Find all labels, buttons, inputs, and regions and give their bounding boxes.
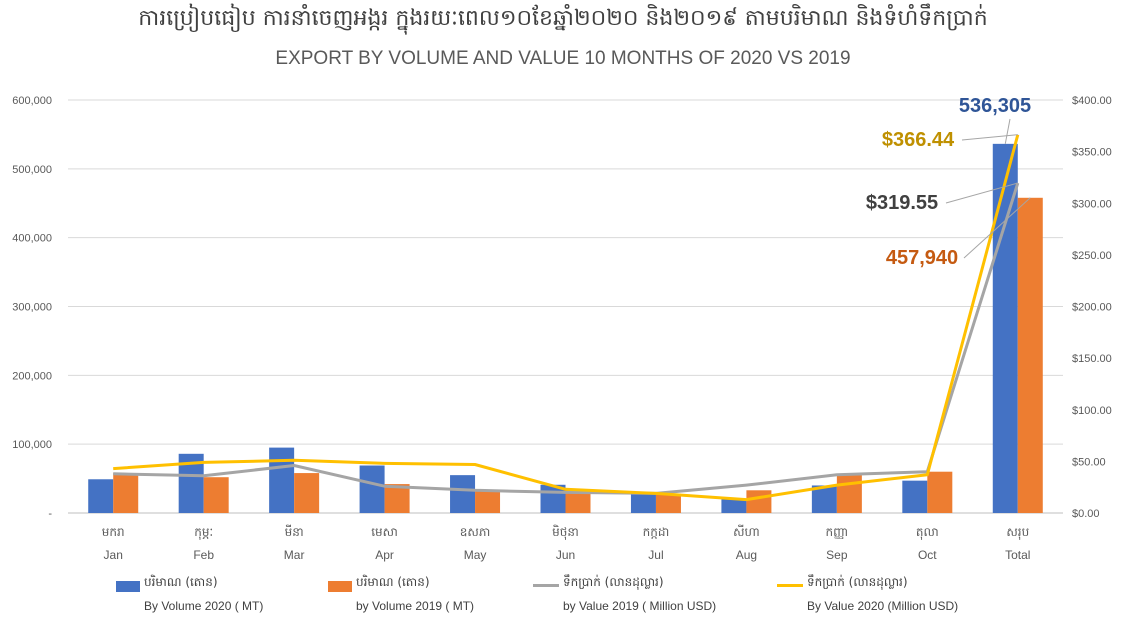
legend-swatch-volume-2019 bbox=[328, 581, 352, 592]
callout-total-volume-2019: 457,940 bbox=[886, 247, 958, 269]
x-tick-label: Mar bbox=[284, 548, 305, 562]
bar-volume-2020 bbox=[721, 499, 747, 513]
x-tick-label-khmer: កញ្ញា bbox=[826, 525, 849, 539]
y-right-tick-label: $150.00 bbox=[1072, 353, 1112, 365]
y-left-tick-label: 600,000 bbox=[12, 95, 52, 107]
x-tick-label-khmer: សរុប bbox=[1006, 525, 1029, 540]
x-tick-label-khmer: មេសា bbox=[371, 525, 398, 539]
y-right-tick-label: $200.00 bbox=[1072, 302, 1112, 314]
x-tick-label: Apr bbox=[375, 548, 394, 562]
y-right-tick-label: $250.00 bbox=[1072, 250, 1112, 262]
callout-leader-line bbox=[961, 134, 1018, 141]
callout-leader-line bbox=[963, 197, 1031, 259]
legend-swatch-volume-2020 bbox=[116, 581, 140, 592]
y-right-tick-label: $100.00 bbox=[1072, 405, 1112, 417]
line-value-2019 bbox=[113, 182, 1020, 495]
legend-label-km-volume-2019: បរិមាណ (តោន) bbox=[356, 575, 430, 589]
x-tick-label: Sep bbox=[826, 548, 848, 562]
y-left-tick-label: 100,000 bbox=[12, 439, 52, 451]
bar-volume-2019 bbox=[655, 493, 681, 513]
bar-volume-2019 bbox=[1017, 197, 1043, 513]
y-right-tick-label: $400.00 bbox=[1072, 95, 1112, 107]
bar-volume-2020 bbox=[450, 475, 476, 513]
bar-volume-2019 bbox=[746, 490, 772, 513]
x-tick-label-khmer: មិថុនា bbox=[552, 524, 579, 540]
legend-label-en-volume-2019: by Volume 2019 ( MT) bbox=[356, 599, 475, 613]
chart-title-khmer: ការប្រៀបធៀប ការនាំចេញអង្ករ ក្នុងរយៈពេល១០… bbox=[138, 6, 988, 31]
x-tick-label: Aug bbox=[736, 548, 757, 562]
bar-volume-2019 bbox=[384, 484, 410, 513]
callout-total-volume-2020: 536,305 bbox=[959, 95, 1031, 117]
bar-volume-2019 bbox=[113, 473, 139, 513]
line-value-2020 bbox=[113, 134, 1020, 502]
callout-total-value-2020: $366.44 bbox=[882, 129, 955, 151]
x-tick-label-khmer: កក្កដា bbox=[643, 525, 670, 539]
x-tick-label-khmer: មីនា bbox=[285, 524, 304, 539]
x-tick-label-khmer: មករា bbox=[102, 525, 125, 539]
x-tick-label: Jul bbox=[648, 548, 663, 562]
chart-title-english: EXPORT BY VOLUME AND VALUE 10 MONTHS OF … bbox=[275, 48, 851, 69]
callout-leader-line bbox=[1004, 118, 1011, 144]
x-tick-label: Jun bbox=[556, 548, 575, 562]
bar-volume-2020 bbox=[811, 485, 837, 513]
callout-total-value-2019: $319.55 bbox=[866, 192, 938, 214]
bar-volume-2019 bbox=[565, 490, 591, 513]
bar-volume-2020 bbox=[88, 479, 114, 513]
bar-volume-2020 bbox=[630, 493, 656, 513]
y-left-tick-label: 300,000 bbox=[12, 302, 52, 314]
x-tick-label: Oct bbox=[918, 548, 937, 562]
y-right-tick-label: $350.00 bbox=[1072, 147, 1112, 159]
bar-volume-2019 bbox=[836, 475, 862, 513]
legend-label-en-volume-2020: By Volume 2020 ( MT) bbox=[144, 599, 264, 613]
y-right-tick-label: $0.00 bbox=[1072, 508, 1100, 520]
y-left-tick-label: 500,000 bbox=[12, 164, 52, 176]
x-tick-label: Total bbox=[1005, 548, 1030, 562]
y-right-tick-label: $50.00 bbox=[1072, 456, 1106, 468]
legend-swatch-value-2020 bbox=[777, 584, 803, 587]
y-left-tick-label: 200,000 bbox=[12, 370, 52, 382]
x-tick-label-khmer: តុលា bbox=[916, 525, 939, 540]
x-tick-label: Feb bbox=[193, 548, 214, 562]
bar-volume-2019 bbox=[294, 473, 320, 513]
x-tick-label: Jan bbox=[104, 548, 123, 562]
bar-volume-2019 bbox=[475, 489, 501, 513]
legend-label-en-value-2020: By Value 2020 (Million USD) bbox=[807, 599, 959, 613]
legend-label-km-volume-2020: បរិមាណ (តោន) bbox=[144, 575, 218, 589]
y-right-tick-label: $300.00 bbox=[1072, 198, 1112, 210]
callout-leader-line bbox=[945, 182, 1018, 204]
legend-swatch-value-2019 bbox=[533, 584, 559, 587]
bar-volume-2020 bbox=[269, 447, 295, 513]
legend-label-en-value-2019: by Value 2019 ( Million USD) bbox=[563, 599, 717, 613]
bar-volume-2020 bbox=[359, 465, 385, 513]
x-tick-label-khmer: ឧសភា bbox=[460, 525, 490, 539]
x-tick-label: May bbox=[464, 548, 487, 562]
legend-label-km-value-2020: ទឹកប្រាក់ (លានដុល្លារ) bbox=[807, 575, 908, 589]
legend-label-km-value-2019: ទឹកប្រាក់ (លានដុល្លារ) bbox=[563, 575, 664, 589]
bar-volume-2020 bbox=[992, 143, 1018, 514]
bar-volume-2019 bbox=[203, 477, 229, 513]
bar-volume-2019 bbox=[927, 471, 953, 513]
y-left-tick-label: - bbox=[48, 508, 52, 520]
y-left-tick-label: 400,000 bbox=[12, 233, 52, 245]
bar-volume-2020 bbox=[902, 480, 928, 513]
x-tick-label-khmer: សីហា bbox=[733, 524, 760, 539]
x-tick-label-khmer: កុម្ភៈ bbox=[194, 525, 213, 540]
